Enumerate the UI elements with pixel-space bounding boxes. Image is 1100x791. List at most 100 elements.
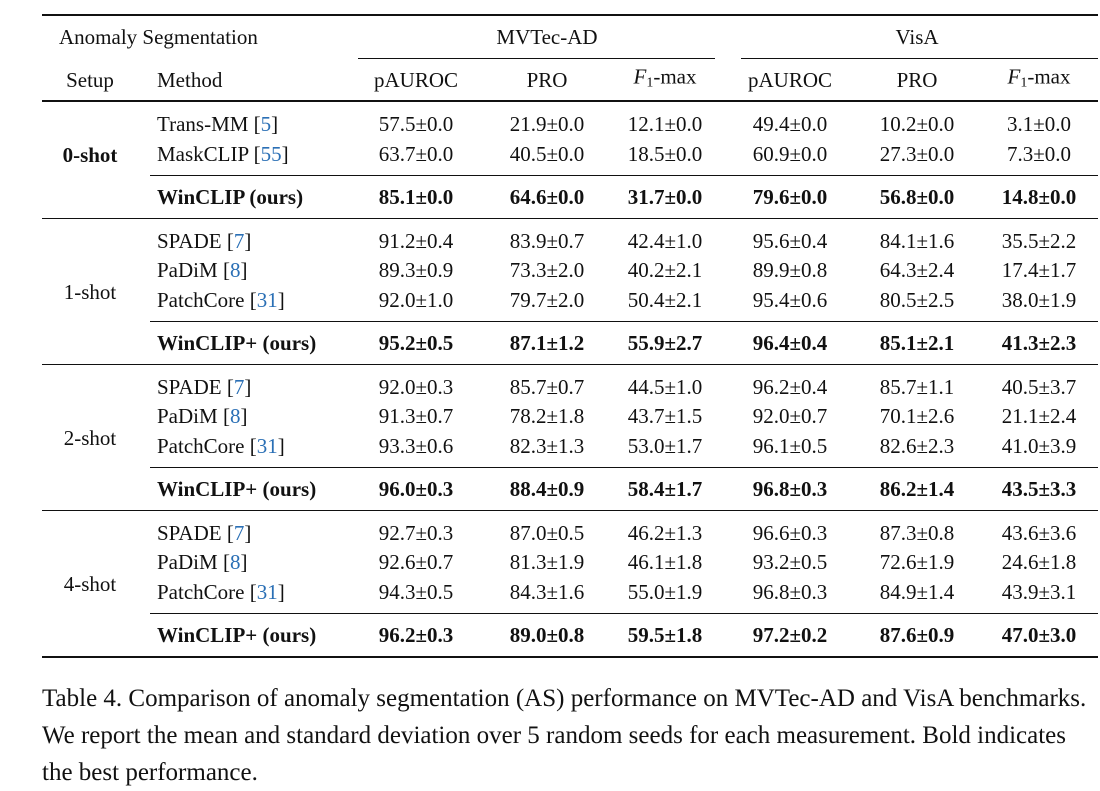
header-metric: PRO [896, 68, 938, 92]
metric-subscript: 1 [646, 75, 654, 91]
citation-link[interactable]: 7 [233, 520, 245, 545]
setup-label: 2-shot [63, 425, 117, 450]
setup-label: 0-shot [62, 143, 118, 168]
header-metric: pAUROC [373, 68, 459, 92]
value-cell: 92.0±1.0 [378, 287, 454, 312]
value-cell: 89.3±0.9 [378, 258, 454, 282]
citation-link[interactable]: 55 [260, 141, 282, 166]
value-cell-best: 87.1±1.2 [509, 330, 585, 355]
header-dataset-visa: VisA [895, 25, 939, 49]
value-cell: 41.0±3.9 [1001, 433, 1077, 458]
value-cell-best: 87.6±0.9 [879, 622, 955, 647]
method-name-ours: WinCLIP+ (ours) [157, 476, 317, 501]
group-midrule [150, 174, 1098, 176]
value-cell: 44.5±1.0 [627, 374, 703, 399]
value-cell-best: 88.4±0.9 [509, 476, 585, 501]
value-cell: 85.7±0.7 [509, 374, 585, 399]
method-label: PaDiM [157, 550, 218, 574]
value-cell-best: 97.2±0.2 [752, 622, 828, 647]
header-setup: Setup [66, 68, 114, 92]
setup-label: 4-shot [63, 571, 117, 596]
citation-link[interactable]: 8 [229, 550, 241, 574]
method-label: PaDiM [157, 258, 218, 282]
value-cell-best: 96.2±0.3 [378, 622, 454, 647]
value-cell: 78.2±1.8 [509, 404, 585, 428]
citation-link[interactable]: 8 [229, 404, 241, 428]
value-cell: 21.1±2.4 [1001, 404, 1077, 428]
value-cell-best: 14.8±0.0 [1001, 184, 1077, 209]
method-name-ours: WinCLIP (ours) [157, 184, 304, 209]
value-cell-best: 64.6±0.0 [509, 184, 585, 209]
citation-link[interactable]: 31 [256, 287, 278, 312]
value-cell: 53.0±1.7 [627, 433, 703, 458]
value-cell: 96.2±0.4 [752, 374, 828, 399]
value-cell: 21.9±0.0 [509, 112, 585, 136]
value-cell: 89.9±0.8 [752, 258, 828, 282]
value-cell: 84.1±1.6 [879, 228, 955, 253]
value-cell: 83.9±0.7 [509, 228, 585, 253]
value-cell: 42.4±1.0 [627, 228, 703, 253]
setup-label: 1-shot [63, 279, 117, 304]
value-cell-best: 31.7±0.0 [627, 184, 703, 209]
cmidrule-visa [741, 58, 1098, 59]
value-cell-best: 47.0±3.0 [1001, 622, 1077, 647]
value-cell: 43.6±3.6 [1001, 520, 1077, 545]
value-cell-best: 79.6±0.0 [752, 184, 828, 209]
bottom-rule [42, 655, 1098, 658]
method-label: SPADE [157, 374, 222, 399]
method-label: SPADE [157, 520, 222, 545]
citation-link[interactable]: 31 [256, 433, 278, 458]
value-cell: 35.5±2.2 [1001, 228, 1077, 253]
value-cell: 12.1±0.0 [627, 112, 703, 136]
value-cell: 46.1±1.8 [627, 550, 703, 574]
group-midrule [150, 466, 1098, 468]
value-cell: 40.5±0.0 [509, 141, 585, 166]
metric-symbol: F [633, 64, 647, 89]
method-name: SPADE [7] [157, 374, 252, 399]
value-cell: 57.5±0.0 [378, 112, 454, 136]
value-cell: 87.3±0.8 [879, 520, 955, 545]
value-cell-best: 96.0±0.3 [378, 476, 454, 501]
citation-link[interactable]: 8 [229, 258, 241, 282]
method-name: PaDiM [8] [157, 404, 248, 428]
citation-link[interactable]: 31 [256, 579, 278, 604]
value-cell: 82.3±1.3 [509, 433, 585, 458]
value-cell: 84.3±1.6 [509, 579, 585, 604]
group-midrule [150, 612, 1098, 614]
method-name: PaDiM [8] [157, 550, 248, 574]
value-cell: 43.7±1.5 [627, 404, 703, 428]
citation-link[interactable]: 7 [233, 228, 245, 253]
metric-symbol: F [1007, 64, 1021, 89]
value-cell: 3.1±0.0 [1006, 112, 1072, 136]
method-name: MaskCLIP [55] [157, 141, 289, 166]
metric-suffix: -max [1027, 64, 1071, 89]
value-cell: 82.6±2.3 [879, 433, 955, 458]
value-cell: 81.3±1.9 [509, 550, 585, 574]
method-name-ours: WinCLIP+ (ours) [157, 622, 317, 647]
header-metric: F1-max [1008, 65, 1071, 96]
value-cell: 70.1±2.6 [879, 404, 955, 428]
metric-suffix: -max [653, 64, 697, 89]
value-cell-best: 96.4±0.4 [752, 330, 828, 355]
group-rule [42, 509, 1098, 511]
group-midrule [150, 320, 1098, 322]
header-metric: pAUROC [747, 68, 833, 92]
value-cell: 91.3±0.7 [378, 404, 454, 428]
table-caption: Table 4. Comparison of anomaly segmentat… [42, 685, 1087, 786]
method-label: SPADE [157, 228, 222, 253]
value-cell: 18.5±0.0 [627, 141, 703, 166]
value-cell: 84.9±1.4 [879, 579, 955, 604]
value-cell: 49.4±0.0 [752, 112, 828, 136]
value-cell: 92.0±0.3 [378, 374, 454, 399]
value-cell-best: 95.2±0.5 [378, 330, 454, 355]
citation-link[interactable]: 7 [233, 374, 245, 399]
group-rule [42, 363, 1098, 365]
value-cell: 85.7±1.1 [879, 374, 955, 399]
value-cell: 24.6±1.8 [1001, 550, 1077, 574]
value-cell-best: 41.3±2.3 [1001, 330, 1077, 355]
value-cell-best: 56.8±0.0 [879, 184, 955, 209]
method-name: PatchCore [31] [157, 579, 285, 604]
value-cell-best: 86.2±1.4 [879, 476, 955, 501]
citation-link[interactable]: 5 [260, 112, 272, 136]
value-cell: 10.2±0.0 [879, 112, 955, 136]
